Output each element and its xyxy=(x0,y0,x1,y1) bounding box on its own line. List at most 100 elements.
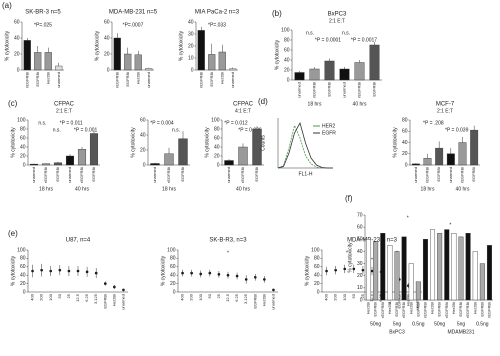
x-tick-label: EGFRBi xyxy=(415,302,420,317)
x-tick-label: unarmed xyxy=(271,294,276,310)
bar xyxy=(437,233,443,301)
x-axis-label: FL1-H xyxy=(299,171,313,177)
bar xyxy=(446,153,455,166)
x-tick-label: 25 xyxy=(216,293,221,298)
chart-subtitle: 2:1 E:T xyxy=(329,18,345,24)
annotation: * xyxy=(407,215,409,221)
y-tick-label: 60 xyxy=(314,264,320,270)
group-label: 0.5ng xyxy=(412,321,425,327)
x-tick-label: 50 xyxy=(207,293,212,298)
x-tick-label: 12.5 xyxy=(225,293,230,302)
bar xyxy=(423,158,432,166)
y-tick-label: 40 xyxy=(14,35,20,41)
x-tick-label: EGFRBi xyxy=(458,302,463,317)
panel-label: (c) xyxy=(8,99,18,108)
annotation: n.s. xyxy=(53,127,61,133)
annotation: *P=.033 xyxy=(208,22,226,28)
y-axis-label: % cytotoxicity xyxy=(204,127,210,158)
histogram-line xyxy=(277,121,333,169)
y-tick-label: 0 xyxy=(143,162,146,168)
chart-title: SK-BR-3 n=5 xyxy=(25,10,61,16)
x-tick-label: rEGFRBi xyxy=(423,302,428,318)
bar xyxy=(53,162,63,166)
annotation: *P = .208 xyxy=(423,120,444,126)
y-tick-label: 60 xyxy=(214,135,220,141)
annotation: *P = 0.036 xyxy=(238,127,262,133)
chart-title: MDA-MB-231 n=5 xyxy=(109,10,158,16)
x-tick-label: Her2Bi xyxy=(366,302,371,314)
y-tick-label: 0 xyxy=(173,289,176,295)
annotation: n.s. xyxy=(38,120,46,126)
x-tick-label: 100 xyxy=(342,293,347,300)
y-tick-label: 20 xyxy=(104,51,110,57)
x-tick-label: EGFRBi xyxy=(327,82,332,97)
x-tick-label: rEGFRBi xyxy=(444,302,449,318)
y-tick-label: 40 xyxy=(214,144,220,150)
bar xyxy=(113,37,121,71)
group-label: 50ng xyxy=(370,321,381,327)
panel-label: (f) xyxy=(345,194,353,203)
x-tick-label: 200 xyxy=(39,293,44,300)
group-label: 0.5ng xyxy=(476,321,489,327)
x-tick-label: 400 xyxy=(180,293,185,300)
annotation: * xyxy=(449,222,451,228)
y-axis-label: % cytotoxicity xyxy=(160,255,166,286)
y-tick-label: 30 xyxy=(188,31,194,37)
y-tick-label: 80 xyxy=(20,256,26,262)
y-tick-label: 0 xyxy=(287,77,290,83)
y-tick-label: 60 xyxy=(170,264,176,270)
y-tick-label: 100 xyxy=(17,247,26,253)
y-axis-label: % cytotoxicity xyxy=(392,127,398,158)
bar xyxy=(41,163,51,166)
y-tick-label: 60 xyxy=(104,19,110,25)
bar xyxy=(309,68,320,81)
y-tick-label: 80 xyxy=(284,37,290,43)
x-tick-label: 12.5 xyxy=(369,293,374,302)
x-tick-label: EGFRBi xyxy=(396,294,401,309)
chart-subtitle: 2:1 E:T xyxy=(437,108,453,114)
y-axis-label: % cytotoxicity xyxy=(304,255,310,286)
y-axis-label: Counts xyxy=(260,135,266,151)
x-tick-label: EGFRBi xyxy=(125,72,130,87)
annotation: n.s. xyxy=(172,127,180,133)
annotation: n.s. xyxy=(306,30,314,36)
y-tick-label: 100 xyxy=(311,247,320,253)
annotation: *P = 0.0001 xyxy=(315,37,341,43)
y-axis-label: % cytotoxicity xyxy=(4,30,10,61)
bar xyxy=(34,52,42,71)
group-label: 18 hrs xyxy=(39,186,53,192)
x-tick-label: rEGFRBi xyxy=(401,302,406,318)
x-tick-label: Her2Bi xyxy=(430,302,435,314)
bar xyxy=(366,239,372,301)
y-tick-label: 70 xyxy=(357,212,363,218)
y-tick-label: 100 xyxy=(167,247,176,253)
y-tick-label: 40 xyxy=(170,273,176,279)
y-tick-label: 0 xyxy=(191,67,194,73)
x-tick-label: EGFRBi xyxy=(394,302,399,317)
x-tick-label: rEGFRBi xyxy=(166,167,171,183)
bar xyxy=(294,72,305,81)
x-tick-label: unarmed xyxy=(67,167,72,183)
y-tick-label: 100 xyxy=(17,117,26,123)
y-tick-label: 60 xyxy=(20,264,26,270)
y-tick-label: 40 xyxy=(20,273,26,279)
panel-label: (a) xyxy=(2,1,12,10)
y-tick-label: 100 xyxy=(211,117,220,123)
y-tick-label: 50 xyxy=(357,237,363,243)
y-axis-label: % cytotoxicity xyxy=(130,127,136,158)
bar xyxy=(218,51,226,71)
bar xyxy=(472,251,478,301)
y-tick-label: 0 xyxy=(360,297,363,303)
x-tick-label: unarmed xyxy=(152,167,157,183)
x-tick-label: unarmed xyxy=(121,294,126,310)
x-tick-label: unarmed xyxy=(413,167,418,183)
y-tick-label: 20 xyxy=(314,281,320,287)
bar xyxy=(224,160,234,166)
chart-title: MIA PaCa-2 n=3 xyxy=(195,10,240,16)
bar xyxy=(238,146,248,166)
y-tick-label: 20 xyxy=(14,51,20,57)
bar xyxy=(465,233,471,301)
y-tick-label: 40 xyxy=(140,132,146,138)
bar xyxy=(77,149,87,166)
